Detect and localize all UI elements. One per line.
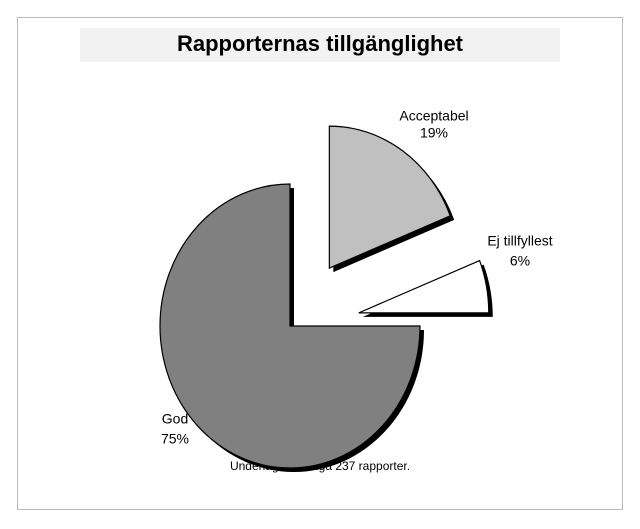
slice-value-label: 19% (420, 125, 448, 141)
slice (328, 125, 451, 270)
chart-title: Rapporternas tillgänglighet (177, 31, 464, 56)
slice-value-label: 6% (510, 253, 530, 269)
title-band (80, 28, 560, 62)
slice (358, 259, 490, 314)
slice-label: Ej tillfyllest (487, 233, 552, 249)
slice-label: God (162, 411, 188, 427)
slice (159, 183, 421, 469)
slice-value-label: 75% (161, 431, 189, 447)
slice-label: Acceptabel (399, 108, 468, 124)
